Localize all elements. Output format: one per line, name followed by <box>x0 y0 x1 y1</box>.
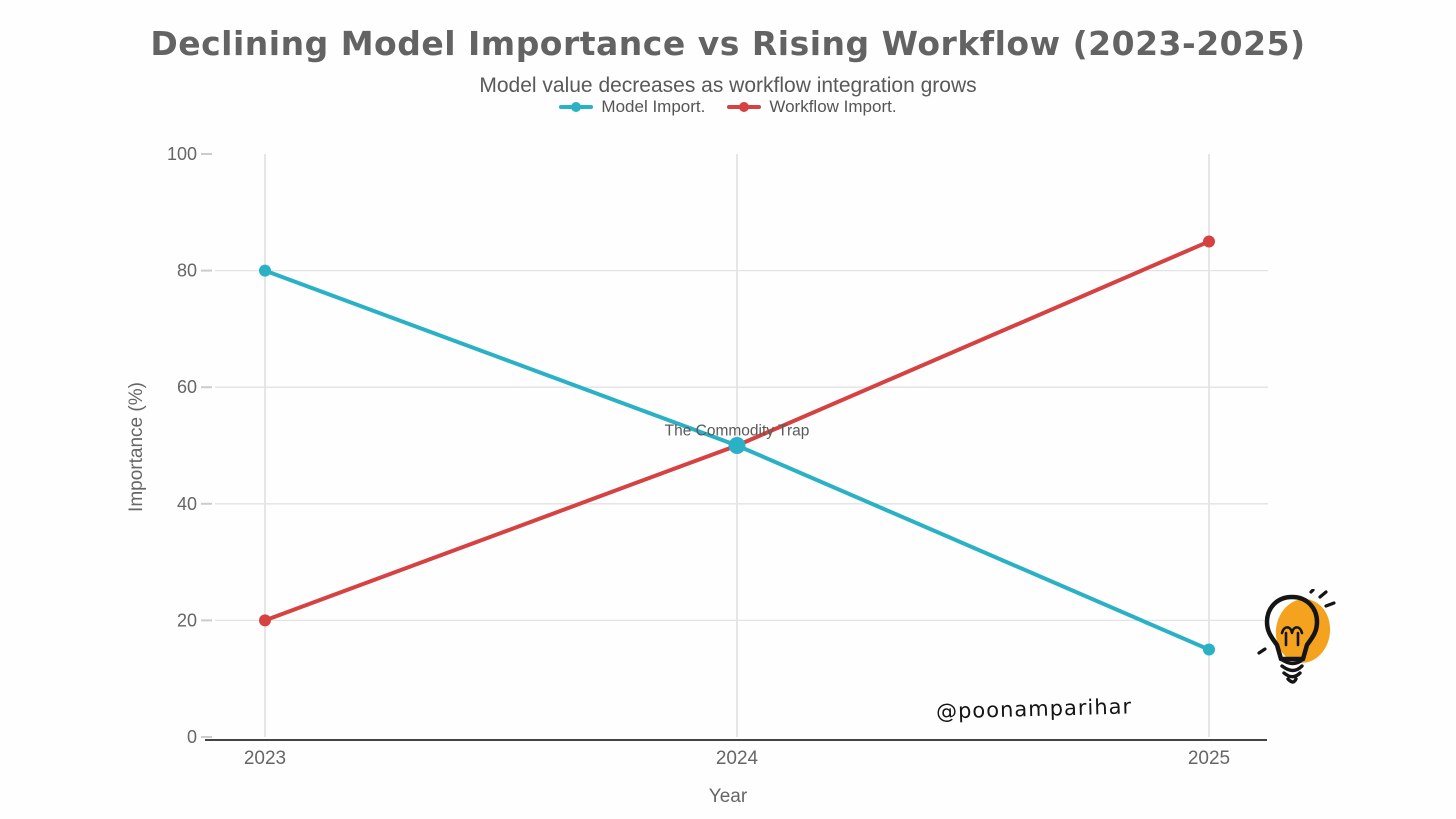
x-tick-label: 2023 <box>244 748 286 769</box>
chart-subtitle: Model value decreases as workflow integr… <box>479 74 977 97</box>
y-tick-label: 80 <box>177 261 197 281</box>
chart-title: Declining Model Importance vs Rising Wor… <box>150 24 1306 63</box>
crossing-point-marker <box>728 437 746 454</box>
legend-label-model: Model Import. <box>601 97 706 116</box>
x-tick-label: 2025 <box>1188 748 1230 769</box>
legend-item-workflow: Workflow Import. <box>727 97 897 117</box>
y-tick-label: 0 <box>187 727 197 747</box>
y-tick-label: 100 <box>167 144 197 164</box>
x-tick-label: 2024 <box>716 748 759 769</box>
x-axis-title: Year <box>708 786 748 807</box>
data-point-marker <box>1203 235 1215 248</box>
data-point-marker <box>259 614 271 627</box>
y-tick-label: 40 <box>177 494 197 514</box>
lightbulb-icon <box>1257 589 1336 684</box>
legend: Model Import. Workflow Import. <box>0 97 1456 117</box>
data-point-marker <box>1203 643 1215 656</box>
annotation-label: The Commodity Trap <box>665 423 810 440</box>
legend-label-workflow: Workflow Import. <box>769 97 897 116</box>
model-line-swatch-icon <box>559 105 594 109</box>
data-point-marker <box>259 264 271 277</box>
author-signature: @poonamparihar <box>935 694 1133 724</box>
workflow-line-swatch-icon <box>727 105 762 109</box>
y-tick-label: 60 <box>177 377 197 397</box>
legend-item-model: Model Import. <box>559 97 705 117</box>
y-axis-title: Importance (%) <box>126 382 147 512</box>
y-tick-label: 20 <box>177 610 197 630</box>
